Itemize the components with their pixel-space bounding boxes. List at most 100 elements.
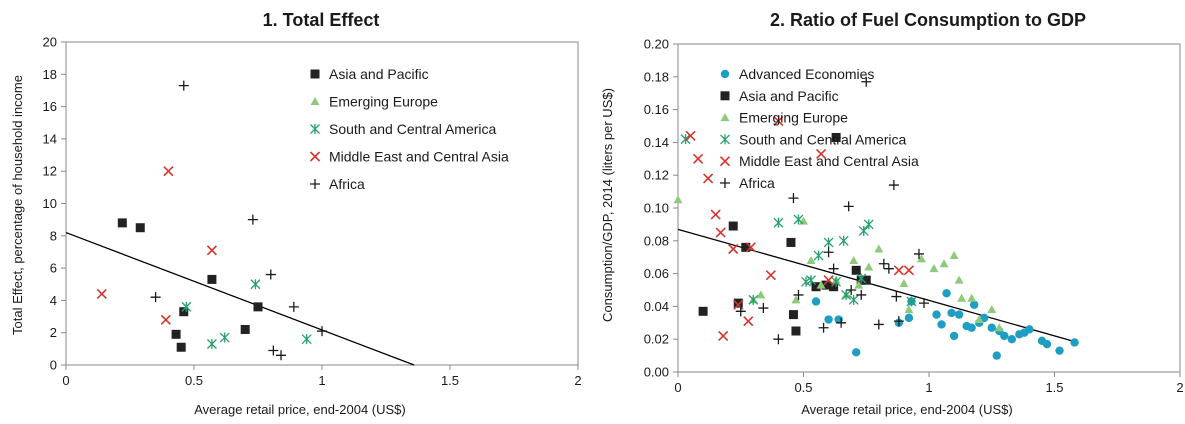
y-tick-label: 12 [43,164,57,179]
legend-marker-asia [310,69,320,79]
data-point-asia [698,306,708,316]
data-point-europe [864,262,874,271]
data-point-asia [253,302,263,312]
y-tick-label: 0.18 [644,69,669,84]
data-point-sca [680,134,691,145]
legend-marker-africa [310,179,320,189]
data-point-sca [773,217,784,228]
data-point-africa [265,269,276,280]
legend-label: Africa [329,176,365,192]
x-tick-label: 2 [574,373,581,388]
data-point-europe [854,280,864,289]
data-point-sca [181,301,192,312]
data-point-africa [793,289,804,300]
x-tick-label: 1 [318,373,325,388]
data-point-africa [247,214,258,225]
data-point-africa [276,350,287,361]
data-point-asia [240,324,250,334]
data-point-africa [735,306,746,317]
data-point-europe [974,315,984,324]
data-point-me [816,148,827,159]
data-point-advanced [1007,335,1017,344]
y-tick-label: 0.02 [644,332,669,347]
legend-marker-sca [720,134,730,145]
x-tick-label: 0.5 [794,380,812,395]
data-point-sca [793,214,804,225]
data-point-asia [741,242,751,252]
data-point-europe [673,195,683,204]
data-point-sca [206,339,217,350]
data-point-me [96,288,107,300]
data-point-advanced [992,351,1001,360]
data-point-europe [806,255,816,264]
data-point-asia [171,329,181,339]
data-point-advanced [1025,325,1034,334]
data-point-africa [861,76,872,87]
data-point-advanced [954,310,964,319]
data-point-africa [913,248,924,259]
data-point-advanced [811,297,821,306]
data-point-africa [883,263,894,274]
data-point-me [685,130,696,141]
legend-marker-me [309,151,321,162]
trend-line [65,231,415,366]
data-point-africa [788,193,799,204]
y-tick-label: 6 [50,261,57,276]
data-point-sca [906,296,917,307]
y-tick-label: 0.04 [644,299,669,314]
data-point-africa [846,285,857,295]
data-point-africa [856,289,867,300]
data-point-asia [861,275,871,285]
data-point-me [773,116,784,127]
data-point-africa [268,345,279,356]
data-point-sca [219,332,230,343]
y-tick-label: 0.10 [644,201,669,216]
y-tick-label: 20 [43,35,57,50]
x-tick-label: 1.5 [441,373,459,388]
data-point-africa [891,291,902,302]
data-point-me [728,243,739,255]
data-point-africa [317,326,327,337]
data-point-asia [207,274,217,284]
data-point-sca [301,334,312,345]
data-point-europe [899,278,909,287]
data-point-africa [828,263,839,274]
data-point-asia [179,307,189,317]
data-point-me [903,265,914,276]
legend-label: Advanced Economies [739,66,874,82]
data-point-africa [758,303,769,314]
data-point-advanced [967,323,976,332]
data-point-me [710,209,721,220]
data-point-asia [733,298,743,308]
data-point-advanced [947,308,956,318]
data-point-advanced [1000,331,1009,341]
legend-label: South and Central America [329,121,497,137]
data-point-me [703,173,714,184]
data-point-asia [117,218,127,228]
legend-label: Emerging Europe [739,110,848,126]
data-point-africa [888,180,899,191]
x-tick-label: 0.5 [185,373,203,388]
data-point-asia [831,132,841,142]
panel-fuel-consumption-ratio: 2. Ratio of Fuel Consumption to GDP Aver… [600,10,1184,417]
data-point-africa [818,322,829,333]
legend-label: Asia and Pacific [329,66,429,82]
x-tick-label: 1 [925,380,932,395]
data-point-sca [748,294,759,305]
y-tick-label: 2 [50,325,57,340]
data-point-europe [904,305,914,314]
data-point-sca [831,276,842,287]
data-point-advanced [1055,346,1064,355]
legend-label: Emerging Europe [329,94,438,110]
y-tick-label: 8 [50,228,57,243]
data-point-asia [821,280,831,290]
data-point-sca [856,273,867,284]
y-tick-label: 0 [50,358,57,373]
data-point-advanced [969,300,979,309]
data-point-asia [135,223,145,233]
data-point-europe [949,251,959,260]
y-tick-label: 0.08 [644,233,669,248]
data-point-asia [786,237,796,247]
data-point-europe [987,305,997,314]
y-tick-label: 14 [43,131,57,146]
